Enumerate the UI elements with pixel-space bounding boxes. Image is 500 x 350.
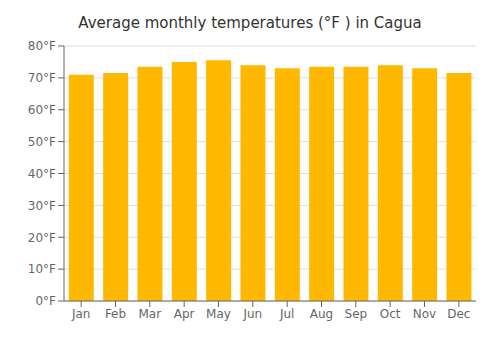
svg-text:Sep: Sep	[345, 307, 368, 321]
svg-text:30°F: 30°F	[28, 199, 56, 213]
svg-text:May: May	[206, 307, 231, 321]
svg-text:Nov: Nov	[413, 307, 436, 321]
svg-text:40°F: 40°F	[28, 167, 56, 181]
svg-text:80°F: 80°F	[28, 39, 56, 53]
svg-text:Aug: Aug	[310, 307, 333, 321]
svg-text:Apr: Apr	[174, 307, 195, 321]
svg-text:Jun: Jun	[242, 307, 262, 321]
svg-text:Jul: Jul	[279, 307, 294, 321]
svg-text:10°F: 10°F	[28, 262, 56, 276]
svg-text:Feb: Feb	[105, 307, 126, 321]
svg-text:Dec: Dec	[447, 307, 470, 321]
html-text:Average monthly temperatures (: Average monthly temperatures (°F ) in Ca…	[78, 14, 422, 32]
svg-text:50°F: 50°F	[28, 135, 56, 149]
svg-text:20°F: 20°F	[28, 231, 56, 245]
svg-text:Jan: Jan	[71, 307, 91, 321]
svg-text:Mar: Mar	[139, 307, 162, 321]
svg-text:70°F: 70°F	[28, 71, 56, 85]
svg-text:60°F: 60°F	[28, 103, 56, 117]
svg-text:Oct: Oct	[380, 307, 401, 321]
svg-text:0°F: 0°F	[35, 294, 56, 308]
